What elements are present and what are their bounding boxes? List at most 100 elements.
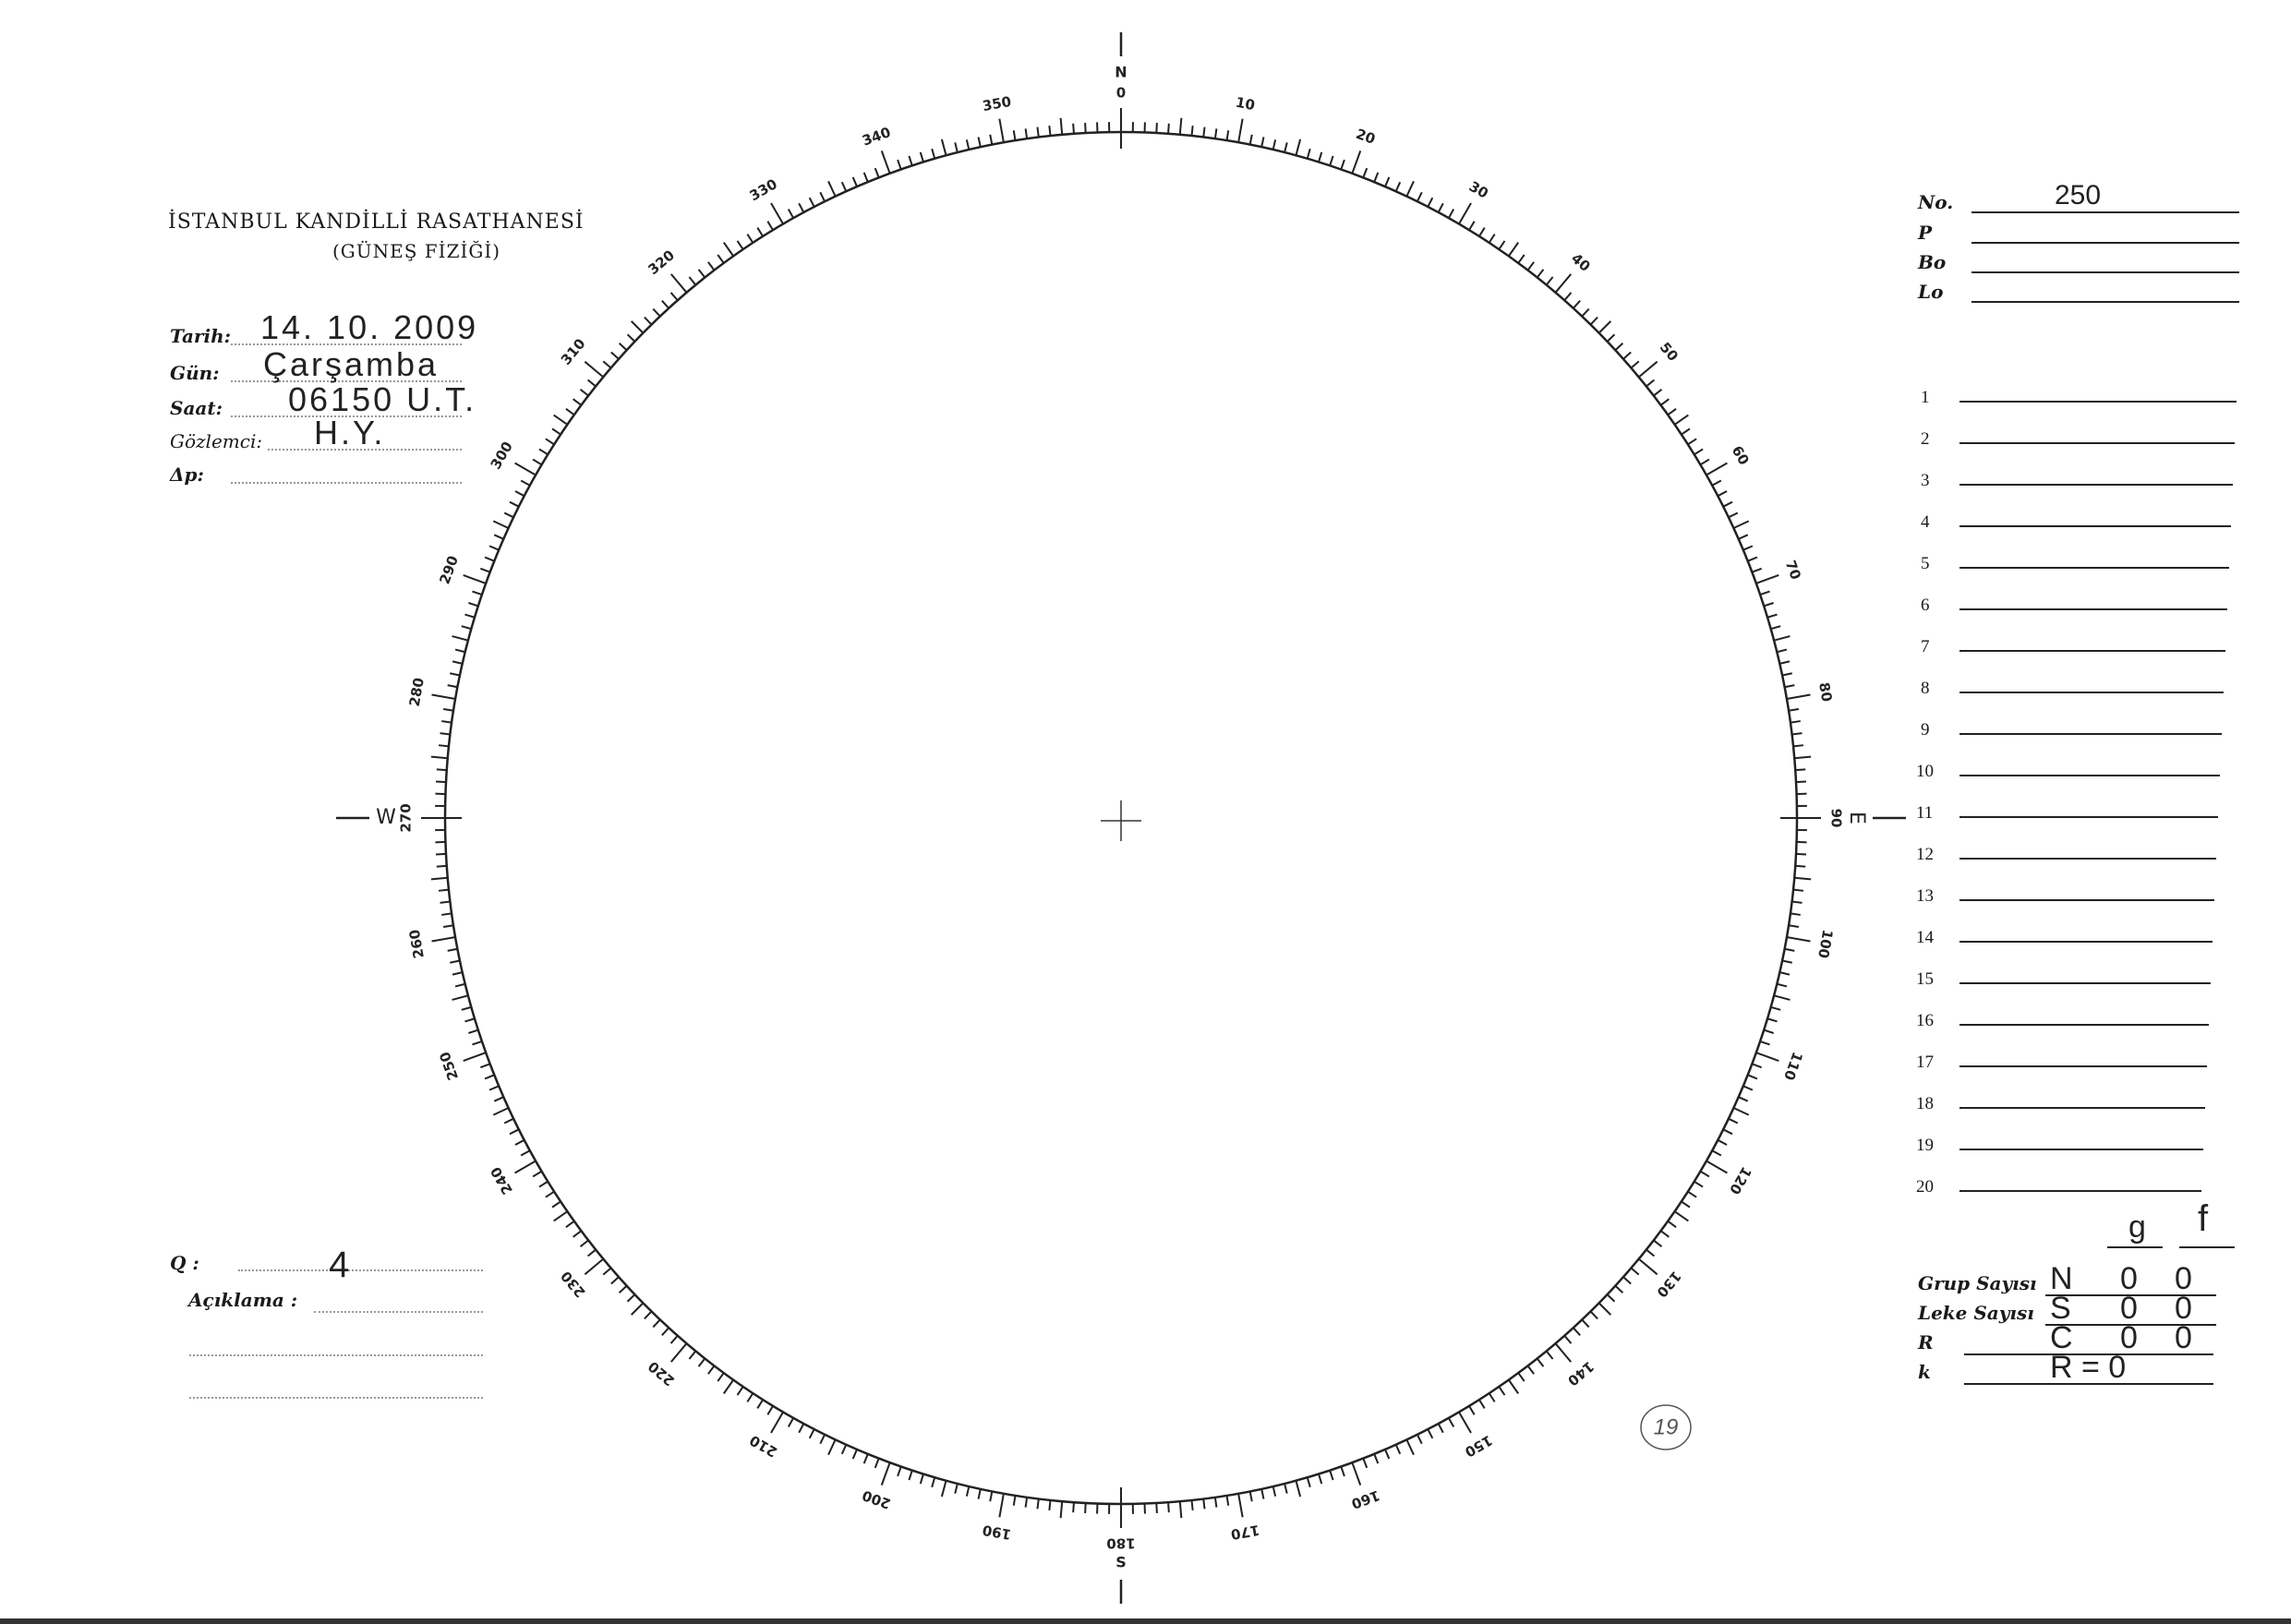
degree-tick [1517, 254, 1525, 264]
field-label: Gün: [170, 362, 220, 384]
degree-tick [746, 234, 754, 244]
row-line[interactable] [1959, 941, 2213, 943]
degree-tick [1340, 159, 1345, 170]
aciklama-line-2[interactable] [189, 1354, 483, 1356]
q-value[interactable]: 4 [329, 1245, 350, 1285]
degree-tick [472, 590, 483, 596]
aciklama-line-3[interactable] [189, 1397, 483, 1399]
degree-tick [1508, 1379, 1520, 1394]
param-line[interactable] [1971, 301, 2239, 303]
degree-tick [1732, 1107, 1750, 1116]
row-line[interactable] [1959, 484, 2233, 486]
degree-tick [1773, 994, 1791, 1001]
count-g[interactable]: 0 [2120, 1291, 2138, 1326]
param-line[interactable] [1971, 211, 2239, 213]
degree-tick [1545, 276, 1554, 286]
degree-tick [430, 876, 448, 881]
degree-tick [1384, 176, 1391, 187]
count-line[interactable] [1964, 1383, 2213, 1385]
field-line[interactable] [231, 343, 462, 345]
count-f[interactable]: 0 [2175, 1261, 2192, 1296]
degree-tick [450, 672, 461, 677]
field-line[interactable] [268, 449, 462, 451]
degree-tick [452, 971, 463, 976]
row-line[interactable] [1959, 816, 2218, 818]
param-label: P [1918, 222, 1933, 244]
degree-tick [1792, 744, 1804, 748]
degree-tick [1747, 1074, 1758, 1080]
degree-tick [538, 1180, 549, 1188]
column-f-underline [2179, 1246, 2235, 1248]
degree-tick [1178, 117, 1183, 135]
degree-tick [436, 768, 447, 772]
degree-tick [493, 1096, 504, 1102]
degree-label: 240 [488, 1164, 516, 1197]
param-line[interactable] [1971, 242, 2239, 244]
count-letter[interactable]: C [2050, 1320, 2073, 1355]
aciklama-line-1[interactable] [314, 1311, 483, 1313]
degree-tick [479, 567, 490, 573]
degree-tick [644, 1310, 653, 1320]
degree-tick [488, 545, 500, 551]
degree-tick [707, 261, 716, 271]
count-line[interactable] [2045, 1294, 2216, 1296]
degree-tick [1742, 1085, 1754, 1091]
count-f[interactable]: 0 [2175, 1320, 2192, 1355]
count-letter[interactable]: S [2050, 1291, 2071, 1326]
row-line[interactable] [1959, 733, 2222, 735]
degree-tick [1260, 1488, 1265, 1499]
row-line[interactable] [1959, 1024, 2209, 1026]
degree-tick [1225, 1495, 1230, 1506]
column-g: g [2128, 1209, 2146, 1245]
count-letter[interactable]: R = 0 [2050, 1350, 2127, 1385]
row-line[interactable] [1959, 1065, 2207, 1067]
count-letter[interactable]: N [2050, 1261, 2073, 1296]
count-line[interactable] [2045, 1324, 2216, 1326]
count-line[interactable] [1964, 1353, 2213, 1355]
degree-tick [652, 1318, 661, 1329]
field-value[interactable]: 06150 U.T. [288, 380, 477, 418]
row-line[interactable] [1959, 567, 2229, 569]
count-g[interactable]: 0 [2120, 1320, 2138, 1355]
count-g[interactable]: 0 [2120, 1261, 2138, 1296]
degree-tick [440, 732, 451, 736]
degree-tick [1508, 242, 1520, 257]
param-line[interactable] [1971, 271, 2239, 273]
degree-tick [492, 520, 510, 529]
param-label: Bo [1918, 251, 1947, 273]
field-line[interactable] [231, 415, 462, 417]
row-line[interactable] [1959, 608, 2227, 610]
row-line[interactable] [1959, 442, 2235, 444]
row-line[interactable] [1959, 650, 2225, 652]
degree-tick [1072, 123, 1075, 134]
degree-tick [1687, 1190, 1697, 1198]
field-value[interactable]: H.Y. [314, 414, 386, 451]
degree-tick [1306, 148, 1311, 160]
degree-tick [610, 1276, 620, 1285]
row-line[interactable] [1959, 858, 2216, 860]
row-line[interactable] [1959, 1190, 2201, 1192]
field-value[interactable]: Çarşamba [263, 345, 440, 383]
degree-tick [493, 534, 504, 540]
row-line[interactable] [1959, 1107, 2205, 1109]
row-line[interactable] [1959, 692, 2224, 693]
q-label: Q : [170, 1252, 199, 1274]
degree-label: 180 [1106, 1535, 1135, 1552]
param-value[interactable]: 250 [2055, 180, 2102, 211]
row-line[interactable] [1959, 525, 2231, 527]
row-line[interactable] [1959, 1149, 2203, 1150]
field-value[interactable]: 14. 10. 2009 [260, 308, 479, 346]
degree-tick [438, 744, 450, 748]
row-line[interactable] [1959, 982, 2211, 984]
row-line[interactable] [1959, 775, 2220, 776]
degree-tick [1788, 924, 1800, 928]
row-line[interactable] [1959, 899, 2214, 901]
field-line[interactable] [231, 380, 462, 382]
degree-tick [1786, 936, 1811, 943]
field-line[interactable] [231, 482, 462, 484]
degree-tick [1653, 389, 1663, 397]
degree-tick [1373, 172, 1380, 183]
count-f[interactable]: 0 [2175, 1291, 2192, 1326]
row-line[interactable] [1959, 401, 2237, 403]
degree-tick [1458, 202, 1472, 225]
